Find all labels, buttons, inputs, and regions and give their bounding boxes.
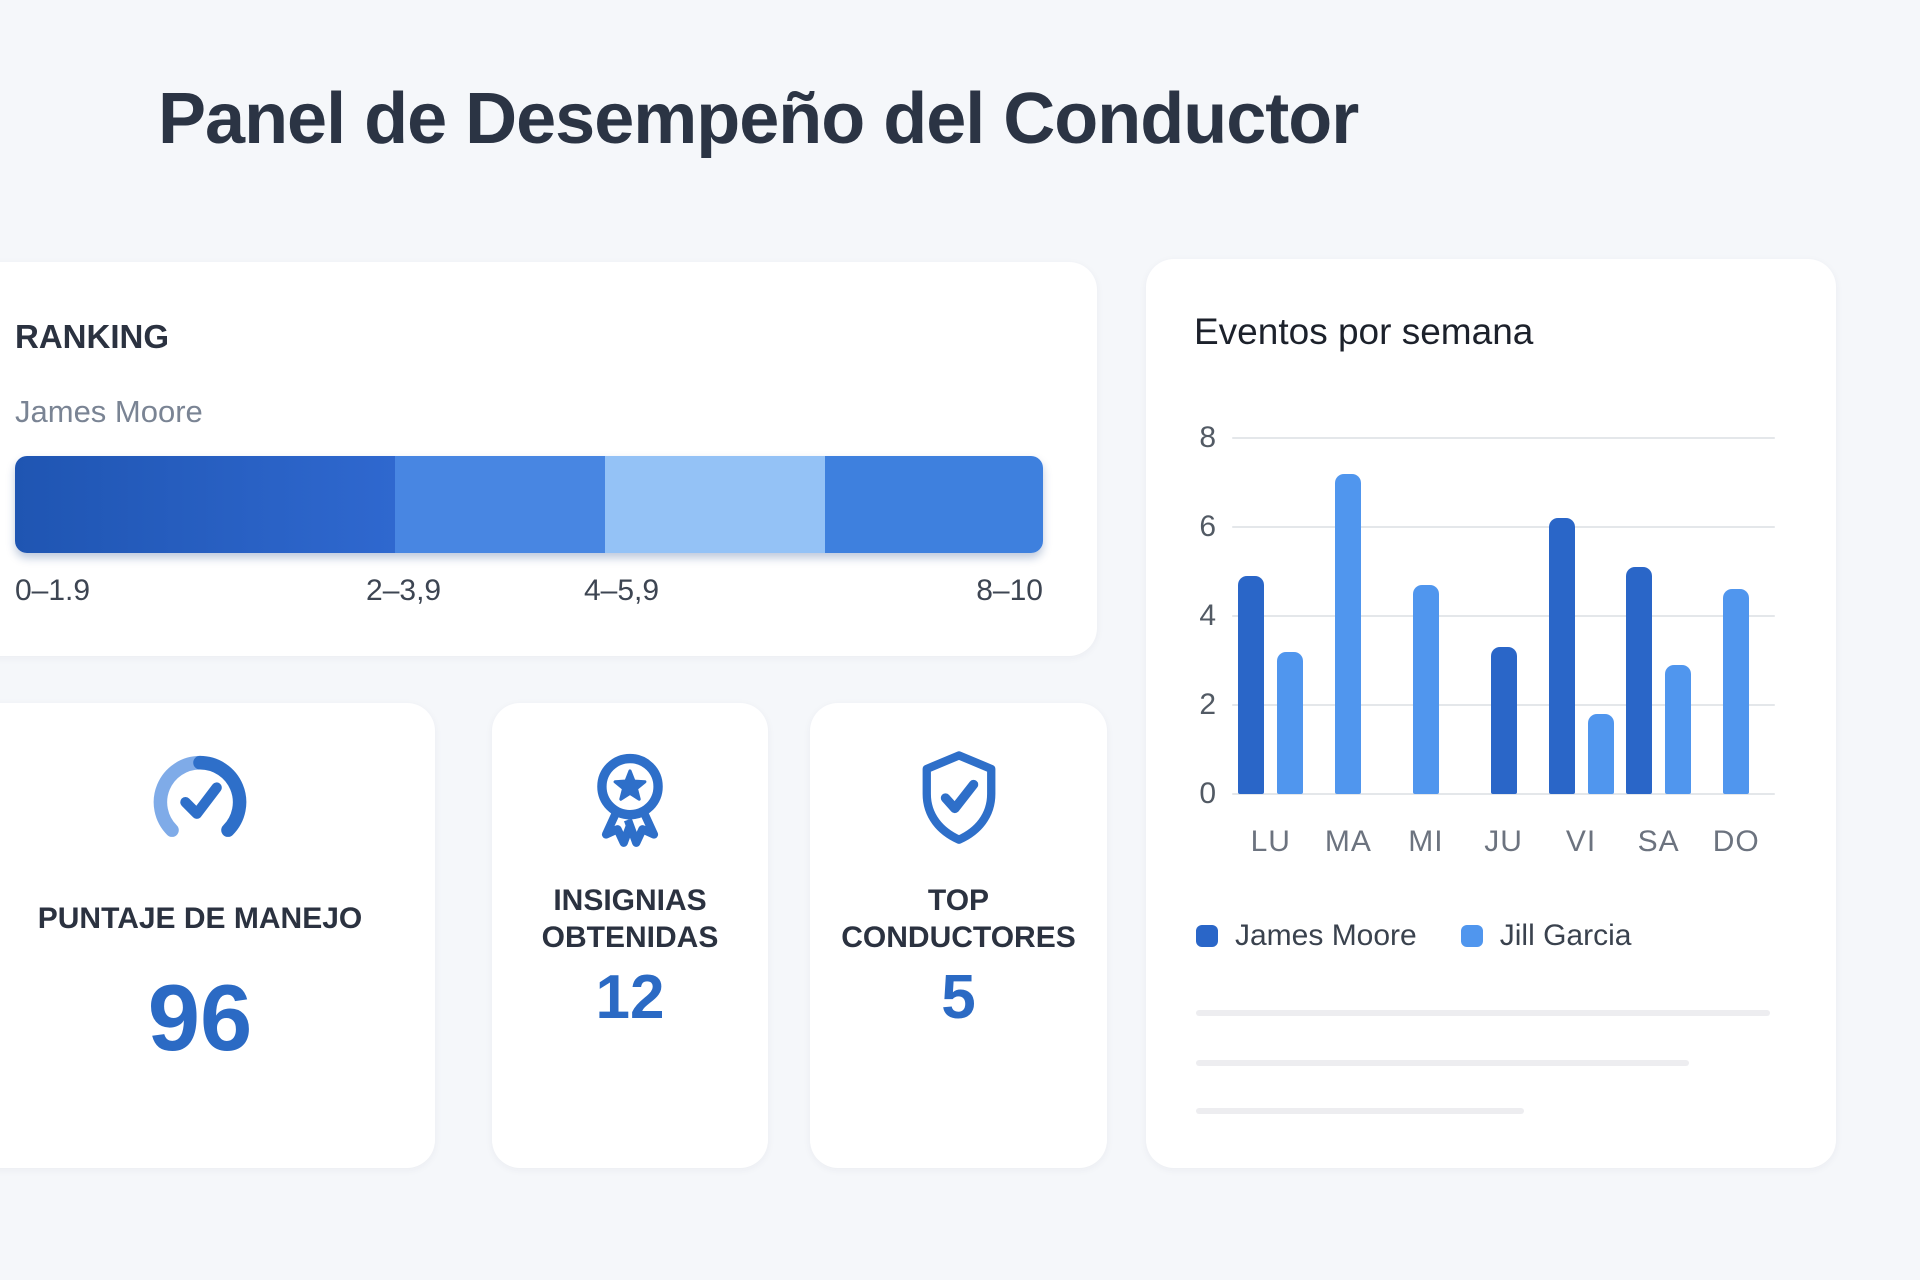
gridline xyxy=(1232,793,1775,795)
gridline xyxy=(1232,526,1775,528)
x-axis-label: SA xyxy=(1637,825,1680,858)
legend-label: Jill Garcia xyxy=(1499,919,1632,952)
chart-title: Eventos por semana xyxy=(1194,311,1534,352)
x-axis-label: LU xyxy=(1250,825,1291,858)
award-badge-icon xyxy=(578,745,682,849)
gridline xyxy=(1232,437,1775,439)
ranking-segment xyxy=(605,456,826,553)
ranking-segment xyxy=(825,456,1043,553)
chart-plot-area xyxy=(1232,438,1775,794)
stat-card-driving-score: PUNTAJE DE MANEJO 96 xyxy=(0,703,435,1168)
bar-jill-mi xyxy=(1412,585,1439,794)
stat-label: INSIGNIAS OBTENIDAS xyxy=(541,883,719,955)
x-axis-label: MA xyxy=(1324,825,1372,858)
legend-item: James Moore xyxy=(1196,919,1417,953)
bar-group-do xyxy=(1697,438,1775,794)
bar-group-sa xyxy=(1620,438,1698,794)
ranking-card: RANKING James Moore 0–1.9 2–3,9 4–5,9 8–10 xyxy=(0,262,1097,656)
y-axis-tick: 4 xyxy=(1199,599,1216,632)
bar-james-ju xyxy=(1490,647,1517,794)
ranking-scale-bar xyxy=(15,456,1043,553)
bar-james-lu xyxy=(1238,576,1265,794)
legend-label: James Moore xyxy=(1235,919,1417,952)
stat-value: 12 xyxy=(595,963,665,1032)
skeleton-line xyxy=(1196,1108,1524,1114)
ranking-driver-name: James Moore xyxy=(15,394,203,429)
bar-james-vi xyxy=(1548,518,1575,794)
stat-card-top-drivers: TOP CONDUCTORES 5 xyxy=(810,703,1107,1168)
x-axis-label: MI xyxy=(1408,825,1444,858)
ranking-segment xyxy=(395,456,606,553)
stat-value: 96 xyxy=(147,965,253,1070)
bar-james-sa xyxy=(1626,567,1653,794)
legend-swatch xyxy=(1196,925,1218,947)
bar-jill-sa xyxy=(1665,665,1692,794)
bar-jill-lu xyxy=(1277,652,1304,794)
legend-item: Jill Garcia xyxy=(1460,919,1632,953)
y-axis-tick: 2 xyxy=(1199,688,1216,721)
x-axis-label: DO xyxy=(1712,825,1760,858)
page-title: Panel de Desempeño del Conductor xyxy=(158,79,1359,159)
stat-card-badges: INSIGNIAS OBTENIDAS 12 xyxy=(492,703,768,1168)
scale-label: 8–10 xyxy=(976,574,1043,607)
stat-label: PUNTAJE DE MANEJO xyxy=(37,902,363,936)
bar-group-ju xyxy=(1465,438,1543,794)
skeleton-line xyxy=(1196,1010,1770,1016)
bar-group-lu xyxy=(1232,438,1310,794)
chart-legend: James Moore Jill Garcia xyxy=(1196,919,1631,953)
y-axis-tick: 6 xyxy=(1199,510,1216,543)
scale-label: 2–3,9 xyxy=(366,574,442,607)
bar-jill-ma xyxy=(1335,474,1362,794)
chart-x-axis-labels: LU MA MI JU VI SA DO xyxy=(1232,825,1775,859)
gauge-check-icon xyxy=(148,745,252,849)
bar-group-mi xyxy=(1387,438,1465,794)
bar-group-ma xyxy=(1310,438,1388,794)
ranking-heading: RANKING xyxy=(15,318,169,355)
stat-value: 5 xyxy=(941,963,976,1032)
bar-jill-do xyxy=(1723,589,1750,794)
shield-check-icon xyxy=(907,745,1011,849)
scale-label: 0–1.9 xyxy=(15,574,91,607)
legend-swatch xyxy=(1460,925,1483,947)
bar-jill-vi xyxy=(1587,714,1614,794)
ranking-scale-labels: 0–1.9 2–3,9 4–5,9 8–10 xyxy=(15,574,1043,614)
y-axis-tick: 0 xyxy=(1199,777,1216,810)
x-axis-label: VI xyxy=(1565,825,1597,858)
skeleton-line xyxy=(1196,1060,1689,1066)
ranking-segment xyxy=(15,456,396,553)
scale-label: 4–5,9 xyxy=(583,574,660,607)
gridline xyxy=(1232,615,1775,617)
y-axis-tick: 8 xyxy=(1199,421,1216,454)
x-axis-label: JU xyxy=(1484,825,1523,858)
stat-label: TOP CONDUCTORES xyxy=(841,883,1076,955)
bar-group-vi xyxy=(1542,438,1620,794)
